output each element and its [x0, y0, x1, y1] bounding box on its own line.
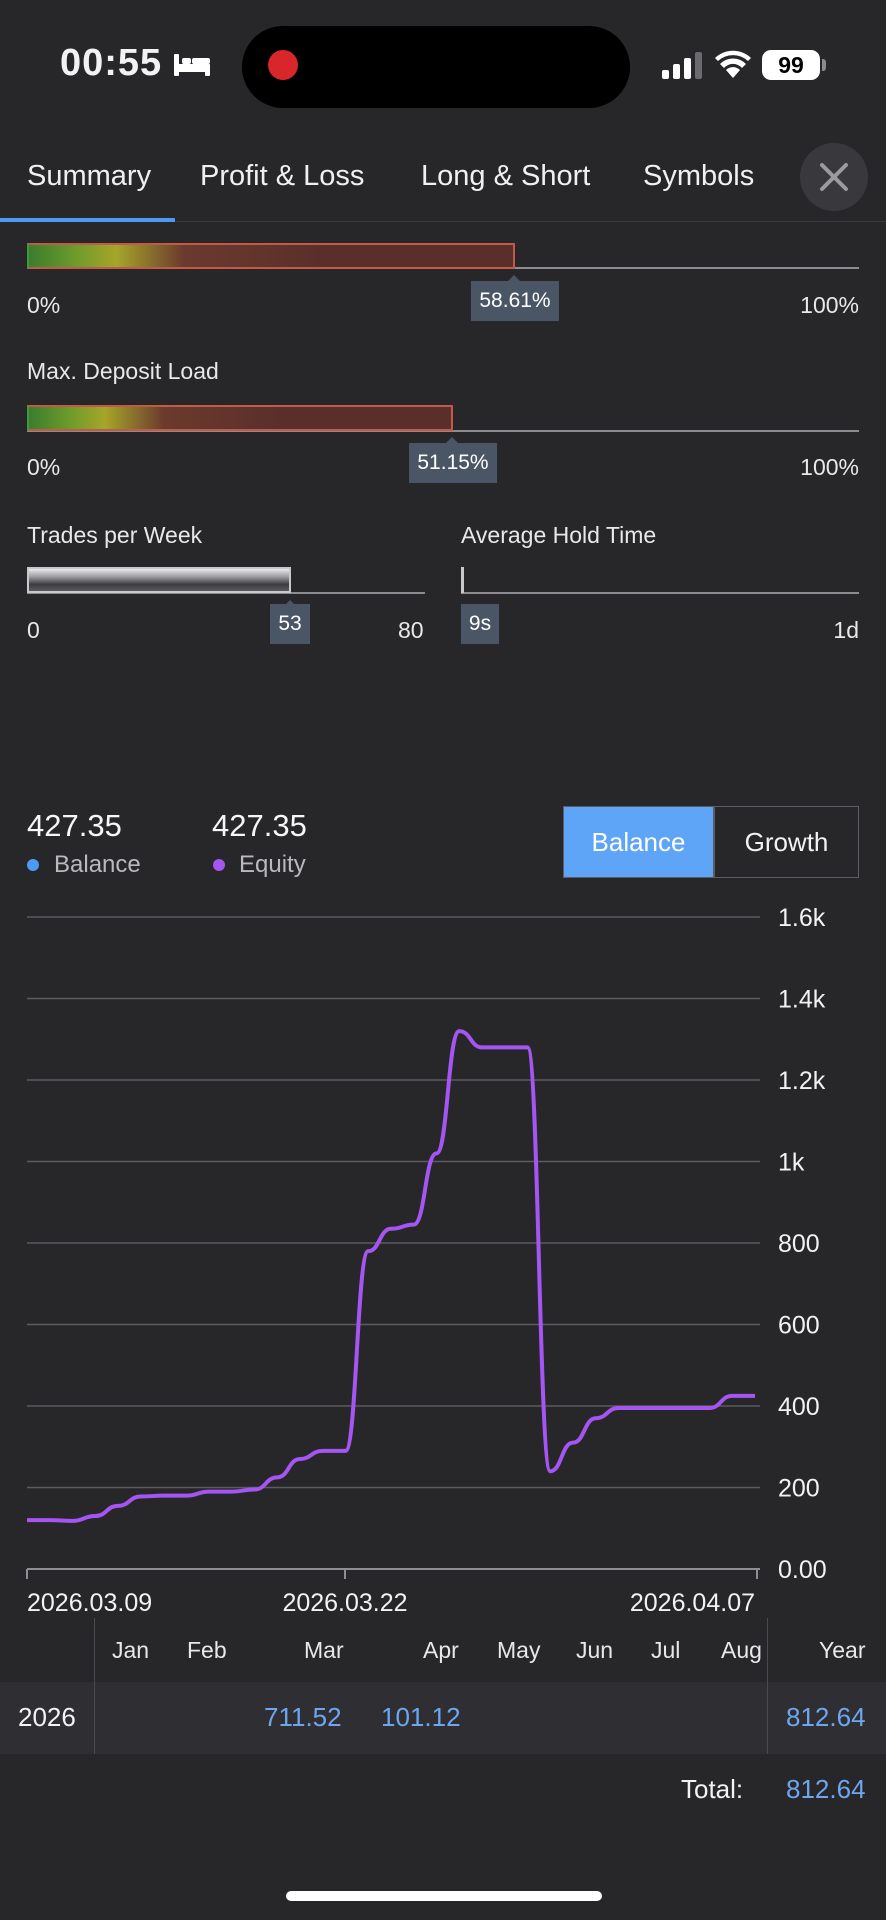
average-hold-time-fill — [461, 567, 464, 593]
y-tick-label: 200 — [778, 1475, 820, 1503]
y-tick-label: 1.2k — [778, 1067, 826, 1095]
balance-chart: 0.00 200 400 600 800 1k 1.2k 1.4k 1.6k 2026.03.09… — [26, 904, 827, 1617]
month-header-apr: Apr — [423, 1637, 459, 1663]
y-tick-label: 400 — [778, 1393, 820, 1421]
dynamic-island — [242, 26, 630, 108]
y-tick-label: 1k — [778, 1149, 805, 1177]
sleep-focus-icon — [174, 54, 210, 76]
y-tick-label: 1.6k — [778, 904, 826, 932]
year-header: Year — [819, 1637, 866, 1663]
cellular-signal-icon — [662, 52, 702, 79]
total-value: 812.64 — [786, 1774, 866, 1804]
risk-meter-min: 0% — [27, 292, 61, 318]
row-year-total: 812.64 — [786, 1702, 866, 1732]
tab-divider — [0, 221, 886, 222]
average-hold-time-max: 1d — [833, 617, 859, 643]
clock: 00:55 — [60, 42, 163, 84]
deposit-load-fill — [27, 405, 453, 431]
month-header-aug: Aug — [721, 1637, 762, 1663]
close-icon — [820, 163, 848, 191]
balance-legend-label: Balance — [54, 851, 141, 878]
close-button[interactable] — [800, 143, 868, 211]
month-header-mar: Mar — [304, 1637, 344, 1663]
trades-per-week-min: 0 — [27, 617, 40, 643]
wifi-icon — [715, 50, 751, 78]
risk-meter-fill — [27, 243, 515, 269]
trades-per-week-label: Trades per Week — [27, 522, 203, 548]
tab-profit-loss[interactable]: Profit & Loss — [200, 160, 365, 192]
tab-summary[interactable]: Summary — [27, 160, 152, 192]
equity-series-line — [26, 1029, 755, 1523]
month-header-jul: Jul — [651, 1637, 681, 1663]
x-tick-label: 2026.03.22 — [282, 1589, 407, 1617]
balance-toggle-button[interactable]: Balance — [563, 806, 714, 878]
deposit-load-value: 51.15% — [409, 443, 497, 483]
deposit-load-min: 0% — [27, 454, 61, 480]
table-row — [0, 1682, 886, 1754]
equity-legend-dot — [213, 859, 225, 871]
y-tick-label: 0.00 — [778, 1556, 827, 1584]
trades-per-week-max: 80 — [398, 617, 424, 643]
recording-indicator-icon — [268, 50, 298, 80]
battery-tip — [822, 59, 826, 71]
home-indicator[interactable] — [286, 1891, 602, 1901]
equity-legend-label: Equity — [239, 851, 306, 878]
trades-per-week-track — [27, 592, 425, 594]
x-tick-label: 2026.03.09 — [27, 1589, 152, 1617]
average-hold-time-label: Average Hold Time — [461, 522, 657, 548]
deposit-load-label: Max. Deposit Load — [27, 358, 219, 384]
risk-meter-max: 100% — [800, 292, 859, 318]
row-divider-left — [94, 1682, 95, 1754]
active-tab-indicator — [0, 218, 175, 222]
y-tick-label: 800 — [778, 1230, 820, 1258]
equity-value: 427.35 — [212, 808, 307, 843]
row-value-mar: 711.52 — [264, 1702, 342, 1732]
x-tick-label: 2026.04.07 — [630, 1589, 755, 1617]
growth-toggle-button[interactable]: Growth — [714, 806, 859, 878]
balance-value: 427.35 — [27, 808, 122, 843]
deposit-load-pointer — [444, 437, 460, 445]
y-tick-label: 600 — [778, 1312, 820, 1340]
tab-long-short[interactable]: Long & Short — [421, 160, 591, 192]
average-hold-time-track — [461, 592, 859, 594]
trades-per-week-value: 53 — [270, 604, 310, 644]
y-tick-label: 1.4k — [778, 986, 826, 1014]
month-header-feb: Feb — [187, 1637, 227, 1663]
tab-symbols[interactable]: Symbols — [643, 160, 755, 192]
risk-meter-pointer — [506, 275, 522, 283]
month-header-may: May — [497, 1637, 541, 1663]
total-label: Total: — [681, 1774, 744, 1804]
deposit-load-track — [27, 430, 859, 432]
risk-meter-value: 58.61% — [471, 281, 559, 321]
trades-per-week-fill — [27, 567, 291, 593]
month-header-jun: Jun — [576, 1637, 614, 1663]
month-header-jan: Jan — [112, 1637, 150, 1663]
battery-icon: 99 — [762, 50, 820, 80]
row-divider-right — [767, 1682, 768, 1754]
row-year-label: 2026 — [18, 1702, 76, 1732]
balance-legend-dot — [27, 859, 39, 871]
deposit-load-max: 100% — [800, 454, 859, 480]
row-value-apr: 101.12 — [381, 1702, 461, 1732]
average-hold-time-value: 9s — [461, 604, 499, 644]
